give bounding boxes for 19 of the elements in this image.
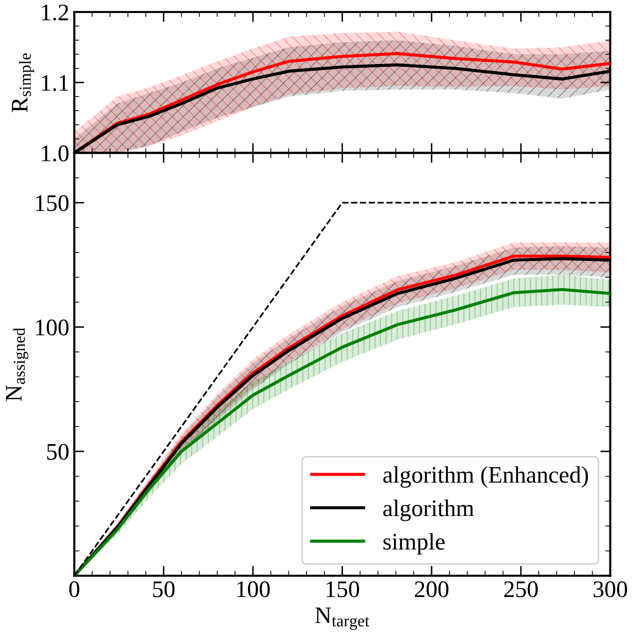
x-tick-label: 300 xyxy=(594,581,628,598)
y-tick-label: 1.2 xyxy=(42,4,68,21)
legend-label: algorithm xyxy=(383,500,474,522)
legend-label: simple xyxy=(383,533,445,554)
y-tick-label: 100 xyxy=(36,320,69,336)
x-axis-title: N$_{target}$ xyxy=(315,608,370,630)
x-tick-label: 250 xyxy=(504,581,538,598)
x-tick-label: 0 xyxy=(69,581,80,598)
y-axis-title: N$_{assigned}$ xyxy=(6,328,28,402)
legend-label: algorithm (Enhanced) xyxy=(383,466,588,488)
y-tick-label: 1.1 xyxy=(42,75,68,92)
y-tick-label: 150 xyxy=(36,195,69,212)
x-tick-label: 50 xyxy=(153,581,175,598)
y-tick-label: 50 xyxy=(47,444,69,460)
y-tick-label: 1.0 xyxy=(42,145,69,162)
x-tick-label: 200 xyxy=(414,581,448,598)
x-tick-label: 150 xyxy=(326,581,360,598)
y-axis-title: R$_{simple}$ xyxy=(12,53,34,112)
x-tick-label: 100 xyxy=(237,581,270,598)
